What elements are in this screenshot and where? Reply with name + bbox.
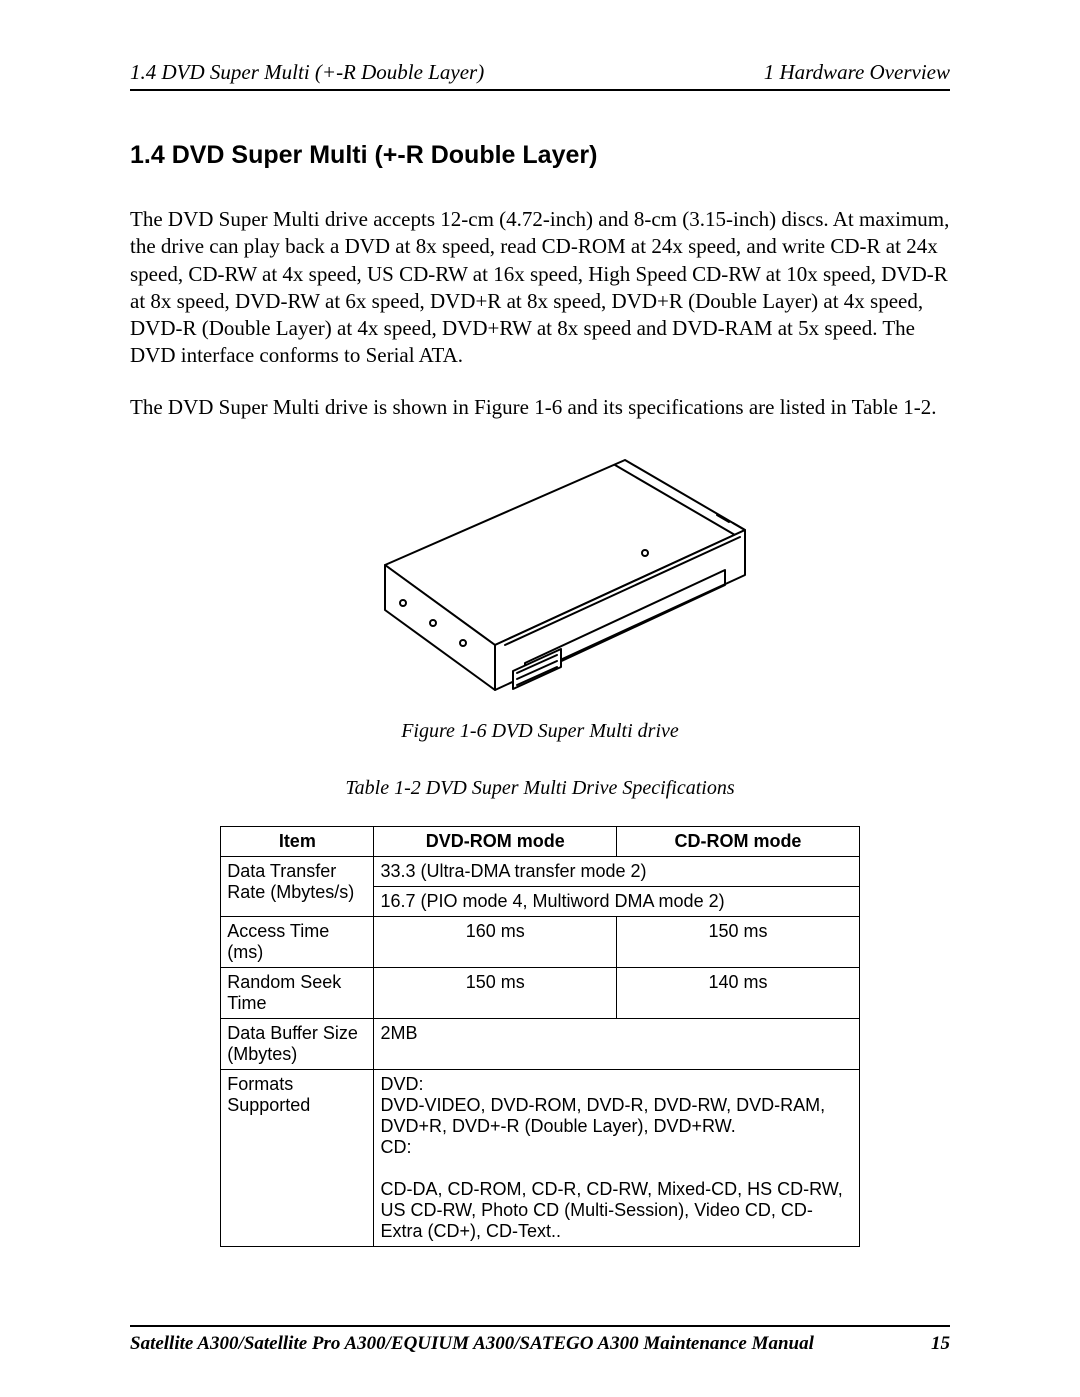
dvd-drive-icon (325, 445, 755, 705)
paragraph-1: The DVD Super Multi drive accepts 12-cm … (130, 206, 950, 370)
table-row: Formats Supported DVD: DVD-VIDEO, DVD-RO… (221, 1070, 860, 1247)
cell-item: Data Buffer Size (Mbytes) (221, 1019, 374, 1070)
table-row: Random Seek Time 150 ms 140 ms (221, 968, 860, 1019)
cell-value: DVD: DVD-VIDEO, DVD-ROM, DVD-R, DVD-RW, … (374, 1070, 859, 1247)
figure-wrap: Figure 1-6 DVD Super Multi drive (130, 445, 950, 743)
footer-left: Satellite A300/Satellite Pro A300/EQUIUM… (130, 1333, 814, 1355)
table-row: Access Time (ms) 160 ms 150 ms (221, 917, 860, 968)
cell-item: Data Transfer Rate (Mbytes/s) (221, 857, 374, 917)
table-row: Data Transfer Rate (Mbytes/s) 33.3 (Ultr… (221, 857, 860, 887)
figure-caption: Figure 1-6 DVD Super Multi drive (130, 720, 950, 743)
cell-value: 150 ms (374, 968, 617, 1019)
document-page: 1.4 DVD Super Multi (+-R Double Layer) 1… (0, 0, 1080, 1397)
paragraph-2: The DVD Super Multi drive is shown in Fi… (130, 394, 950, 421)
section-title: 1.4 DVD Super Multi (+-R Double Layer) (130, 141, 950, 170)
footer-right: 15 (931, 1333, 950, 1355)
cell-item: Random Seek Time (221, 968, 374, 1019)
col-item: Item (221, 827, 374, 857)
header-left: 1.4 DVD Super Multi (+-R Double Layer) (130, 60, 484, 85)
cell-value: 33.3 (Ultra-DMA transfer mode 2) (374, 857, 859, 887)
table-header-row: Item DVD-ROM mode CD-ROM mode (221, 827, 860, 857)
cell-value: 160 ms (374, 917, 617, 968)
cell-value: 16.7 (PIO mode 4, Multiword DMA mode 2) (374, 887, 859, 917)
dvd-drive-figure (325, 445, 755, 710)
col-cd: CD-ROM mode (617, 827, 860, 857)
col-dvd: DVD-ROM mode (374, 827, 617, 857)
table-row: Data Buffer Size (Mbytes) 2MB (221, 1019, 860, 1070)
spec-table: Item DVD-ROM mode CD-ROM mode Data Trans… (220, 826, 860, 1247)
cell-value: 140 ms (617, 968, 860, 1019)
cell-value: 2MB (374, 1019, 859, 1070)
table-caption: Table 1-2 DVD Super Multi Drive Specific… (130, 777, 950, 800)
header-right: 1 Hardware Overview (764, 60, 950, 85)
cell-item: Formats Supported (221, 1070, 374, 1247)
page-header: 1.4 DVD Super Multi (+-R Double Layer) 1… (130, 60, 950, 91)
page-footer: Satellite A300/Satellite Pro A300/EQUIUM… (130, 1325, 950, 1355)
cell-value: 150 ms (617, 917, 860, 968)
cell-item: Access Time (ms) (221, 917, 374, 968)
